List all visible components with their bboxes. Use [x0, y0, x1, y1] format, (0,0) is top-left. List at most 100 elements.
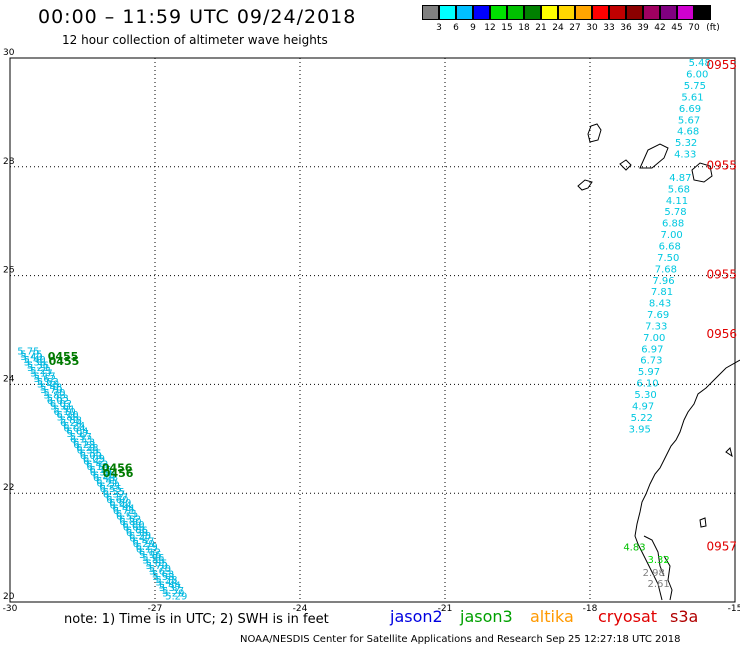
swh-value: 6.60 [106, 495, 128, 506]
pass-time: 0456 [103, 467, 134, 480]
swh-value: 5.58 [155, 575, 177, 586]
legend-label: 12 [484, 23, 496, 33]
island-la-palma [587, 123, 602, 143]
lon-tick-label: -21 [438, 604, 453, 614]
swh-value: 6.04 [66, 427, 88, 438]
swh-value: 5.62 [34, 374, 56, 385]
mission-s3a: s3a [670, 607, 699, 626]
pass-time: 0455 [49, 355, 80, 368]
legend-label: 45 [671, 23, 683, 33]
swh-value: 6.55 [100, 484, 122, 495]
swh-value: 5.70 [43, 388, 65, 399]
swh-value: 5.68 [668, 184, 690, 195]
legend-label: 18 [518, 23, 530, 33]
swh-value: 7.68 [655, 264, 677, 275]
legend-label: 33 [603, 23, 615, 33]
swh-value: 6.02 [47, 396, 69, 407]
swh-value: 6.80 [119, 517, 141, 528]
swh-value: 5.70 [146, 561, 168, 572]
legend-label: 9 [470, 23, 476, 33]
legend-swatch [592, 5, 609, 20]
swh-value: 6.12 [136, 545, 158, 556]
swh-value: 3.95 [629, 424, 651, 435]
swh-value: 5.37 [162, 586, 184, 597]
legend-label: 30 [586, 23, 598, 33]
lat-tick-label: 26 [3, 266, 15, 276]
swh-value: 5.37 [159, 583, 181, 594]
map-grid [9, 57, 736, 603]
swh-value: 6.15 [86, 462, 108, 473]
lon-tick-label: -18 [583, 604, 598, 614]
swh-value: 5.40 [23, 355, 45, 366]
island-la-gomera [619, 159, 632, 171]
swh-value: 6.37 [103, 490, 125, 501]
swh-value: 5.17 [30, 368, 52, 379]
legend-swatch [677, 5, 694, 20]
swh-value: 5.62 [37, 377, 59, 388]
legend-swatch [439, 5, 456, 20]
swh-value: 7.00 [643, 333, 665, 344]
swh-value: 6.09 [80, 451, 102, 462]
swh-value: 6.44 [112, 504, 134, 515]
swh-value: 5.29 [162, 589, 184, 600]
axis-tick-labels: -30 -27 -24 -21 -18 -15 30 28 26 24 22 20 [3, 48, 740, 614]
swh-value: 5.83 [47, 393, 69, 404]
mission-altika: altika [530, 607, 574, 626]
swh-value: 5.48 [40, 382, 62, 393]
swh-value: 7.00 [661, 230, 683, 241]
legend-label: 70 [688, 23, 700, 33]
swh-value: 6.30 [90, 468, 112, 479]
swh-value: 6.10 [54, 407, 76, 418]
map-subtitle: 12 hour collection of altimeter wave hei… [62, 33, 328, 47]
lat-tick-label: 20 [3, 592, 15, 602]
cape-blanc [643, 535, 665, 577]
swh-value: 5.88 [60, 416, 82, 427]
swh-value: 6.29 [133, 539, 155, 550]
island-el-hierro [577, 179, 593, 191]
swh-value: 8.43 [649, 299, 671, 310]
legend-label: 42 [654, 23, 666, 33]
swh-value: 5.21 [27, 363, 49, 374]
legend-swatch [643, 5, 660, 20]
swh-value: 6.02 [50, 399, 72, 410]
swh-value: 5.58 [152, 572, 174, 583]
swh-value: 6.13 [70, 435, 92, 446]
lon-tick-label: -30 [3, 604, 18, 614]
legend-swatch [660, 5, 677, 20]
pass-time: 0955 [706, 58, 737, 72]
legend-swatch [490, 5, 507, 20]
island-tenerife [639, 143, 669, 169]
swh-value: 7.81 [651, 287, 673, 298]
lat-tick-label: 22 [3, 483, 14, 493]
legend-label: 15 [501, 23, 513, 33]
swh-value: 6.21 [99, 482, 121, 493]
swh-value: 3.32 [647, 555, 669, 566]
swh-value: 5.30 [634, 390, 656, 401]
swh-value: 5.96 [142, 553, 164, 564]
swh-value: 4.11 [666, 196, 688, 207]
legend-swatch [694, 5, 711, 20]
swh-value: 6.35 [79, 449, 101, 460]
map-title: 00:00 – 11:59 UTC 09/24/2018 [38, 6, 357, 28]
small-island-2 [699, 517, 707, 528]
swh-value: 5.48 [689, 58, 711, 69]
swh-value: 5.36 [27, 360, 49, 371]
swh-value: 6.09 [83, 454, 105, 465]
swh-value: 6.15 [89, 465, 111, 476]
swh-value: 4.87 [669, 173, 691, 184]
swh-value: 6.10 [636, 379, 658, 390]
pass-time: 0956 [706, 327, 737, 341]
mission-jason2: jason2 [390, 607, 443, 626]
swh-value: 6.48 [93, 473, 115, 484]
swh-value: 6.80 [122, 520, 144, 531]
swh-value: 4.33 [674, 150, 696, 161]
swh-value: 6.28 [73, 440, 95, 451]
swh-value: 5.83 [44, 390, 66, 401]
swh-value: 5.61 [681, 92, 703, 103]
swh-value: 6.00 [686, 70, 708, 81]
swh-value: 6.29 [135, 542, 157, 553]
lon-tick-label: -15 [728, 604, 740, 614]
swh-value: 5.75 [17, 346, 39, 357]
swh-value: 5.22 [631, 413, 653, 424]
swh-value: 6.60 [109, 498, 131, 509]
